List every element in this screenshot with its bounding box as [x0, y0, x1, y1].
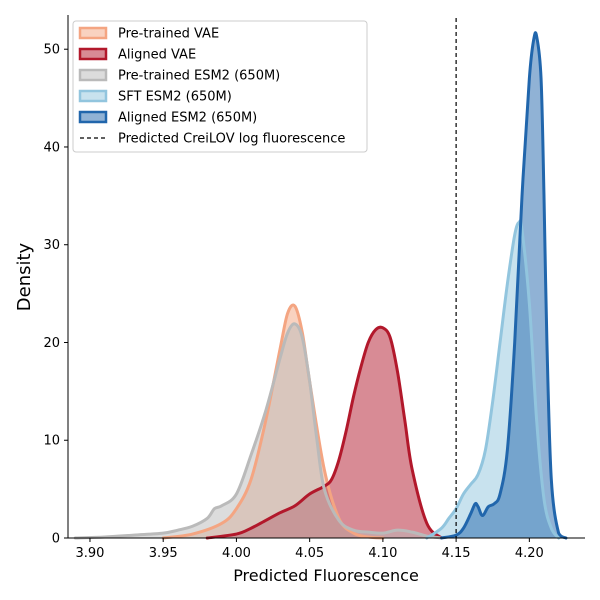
x-tick-label: 3.90 [75, 546, 104, 561]
legend-swatch [78, 68, 108, 82]
x-axis-label: Predicted Fluorescence [233, 566, 419, 585]
legend-label: Predicted CreiLOV log fluorescence [118, 132, 345, 147]
legend-frame [72, 20, 368, 153]
legend-item-aligned-vae: Aligned VAE [78, 47, 196, 63]
legend-swatch [78, 47, 108, 61]
legend-swatch [78, 26, 108, 40]
axes [67, 15, 585, 539]
legend-item-predicted-creilov-log-fluorescence: Predicted CreiLOV log fluorescence [80, 132, 345, 147]
legend-label: Pre-trained VAE [118, 27, 219, 42]
legend-label: SFT ESM2 (650M) [118, 90, 232, 105]
y-tick-label: 0 [52, 532, 60, 547]
line-aligned-vae [205, 325, 443, 540]
legend-label: Aligned VAE [118, 48, 196, 63]
legend-item-pre-trained-esm2-650m: Pre-trained ESM2 (650M) [78, 68, 280, 84]
series-lines [73, 31, 568, 540]
y-tick-label: 10 [43, 434, 60, 449]
line-pre-trained-esm2-650m [73, 322, 443, 540]
legend: Pre-trained VAE Aligned VAE Pre-trained ES… [72, 20, 368, 153]
legend-item-aligned-esm2-650m: Aligned ESM2 (650M) [78, 110, 257, 126]
legend-label: Aligned ESM2 (650M) [118, 111, 257, 126]
x-tick-label: 4.15 [442, 546, 471, 561]
y-tick-label: 50 [43, 43, 60, 58]
legend-item-pre-trained-vae: Pre-trained VAE [78, 26, 219, 42]
area-aligned-vae [207, 327, 442, 538]
y-axis-label: Density [14, 242, 35, 311]
y-tick-label: 20 [43, 336, 60, 351]
area-pre-trained-esm2-650m [75, 323, 442, 538]
x-tick-label: 4.05 [295, 546, 324, 561]
y-ticks: 0 10 20 30 40 50 [43, 43, 68, 547]
x-ticks: 3.90 3.95 4.00 4.05 4.10 4.15 4.20 [75, 538, 544, 561]
legend-swatch [78, 110, 108, 124]
x-tick-label: 4.10 [368, 546, 397, 561]
x-tick-label: 3.95 [149, 546, 178, 561]
legend-swatch [78, 89, 108, 103]
line-aligned-esm2-650m [439, 31, 568, 540]
x-tick-label: 4.20 [515, 546, 544, 561]
y-tick-label: 40 [43, 140, 60, 155]
legend-item-sft-esm2-650m: SFT ESM2 (650M) [78, 89, 232, 105]
y-tick-label: 30 [43, 238, 60, 253]
x-tick-label: 4.00 [222, 546, 251, 561]
legend-label: Pre-trained ESM2 (650M) [118, 69, 280, 84]
